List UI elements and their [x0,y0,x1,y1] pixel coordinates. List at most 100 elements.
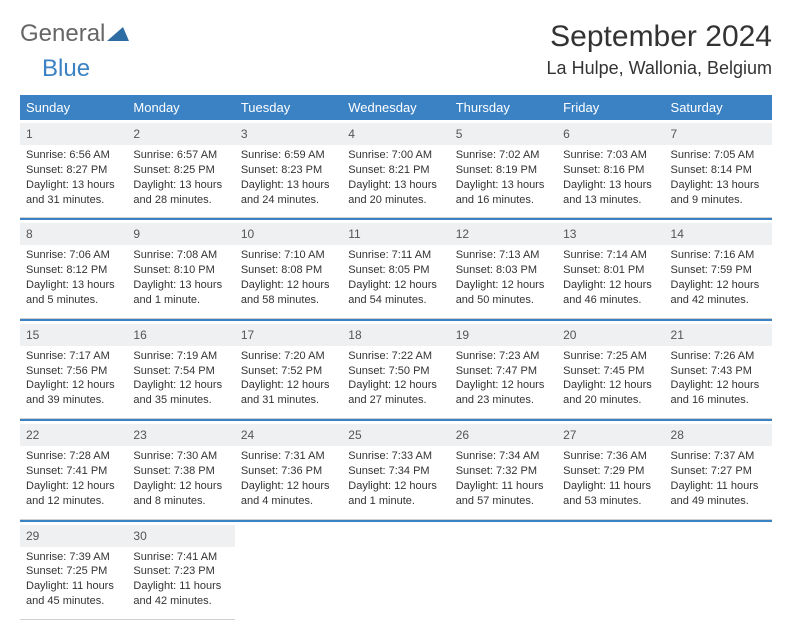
day-cell: 5Sunrise: 7:02 AMSunset: 8:19 PMDaylight… [450,120,557,218]
week-row: 22Sunrise: 7:28 AMSunset: 7:41 PMDayligh… [20,421,772,521]
sunrise-text: Sunrise: 7:25 AM [563,349,658,364]
sunset-text: Sunset: 8:27 PM [26,163,121,178]
day-number: 24 [241,428,254,442]
daylight-text: Daylight: 11 hours [26,579,121,594]
sunset-text: Sunset: 7:52 PM [241,364,336,379]
daylight-text: and 13 minutes. [563,193,658,208]
daylight-text: Daylight: 13 hours [133,278,228,293]
sunrise-text: Sunrise: 7:20 AM [241,349,336,364]
day-cell: 25Sunrise: 7:33 AMSunset: 7:34 PMDayligh… [342,421,449,519]
daylight-text: and 54 minutes. [348,293,443,308]
sunset-text: Sunset: 7:32 PM [456,464,551,479]
daylight-text: Daylight: 12 hours [26,479,121,494]
day-cell: 24Sunrise: 7:31 AMSunset: 7:36 PMDayligh… [235,421,342,519]
day-cell: 28Sunrise: 7:37 AMSunset: 7:27 PMDayligh… [665,421,772,519]
weekday-header-row: SundayMondayTuesdayWednesdayThursdayFrid… [20,95,772,120]
day-number: 12 [456,227,469,241]
sunset-text: Sunset: 7:25 PM [26,564,121,579]
month-title: September 2024 [547,20,772,54]
sunset-text: Sunset: 8:10 PM [133,263,228,278]
empty-cell [665,522,772,620]
sunset-text: Sunset: 8:16 PM [563,163,658,178]
week-row: 8Sunrise: 7:06 AMSunset: 8:12 PMDaylight… [20,220,772,320]
day-cell: 22Sunrise: 7:28 AMSunset: 7:41 PMDayligh… [20,421,127,519]
daylight-text: Daylight: 13 hours [133,178,228,193]
day-number: 9 [133,227,140,241]
day-number: 17 [241,328,254,342]
week-row: 29Sunrise: 7:39 AMSunset: 7:25 PMDayligh… [20,522,772,620]
daylight-text: Daylight: 12 hours [133,378,228,393]
daylight-text: Daylight: 12 hours [348,479,443,494]
daylight-text: Daylight: 12 hours [26,378,121,393]
sunrise-text: Sunrise: 7:19 AM [133,349,228,364]
logo-text-2: Blue [20,55,90,82]
day-cell: 19Sunrise: 7:23 AMSunset: 7:47 PMDayligh… [450,321,557,419]
daylight-text: Daylight: 12 hours [563,278,658,293]
daylight-text: Daylight: 11 hours [133,579,228,594]
daylight-text: and 1 minute. [133,293,228,308]
sunrise-text: Sunrise: 7:06 AM [26,248,121,263]
daylight-text: Daylight: 12 hours [456,278,551,293]
sunset-text: Sunset: 8:14 PM [671,163,766,178]
daylight-text: and 5 minutes. [26,293,121,308]
weekday-header: Saturday [665,95,772,120]
daylight-text: and 45 minutes. [26,594,121,609]
daylight-text: and 8 minutes. [133,494,228,509]
location: La Hulpe, Wallonia, Belgium [547,58,772,79]
daylight-text: Daylight: 11 hours [671,479,766,494]
daylight-text: and 35 minutes. [133,393,228,408]
daylight-text: Daylight: 12 hours [241,378,336,393]
day-cell: 27Sunrise: 7:36 AMSunset: 7:29 PMDayligh… [557,421,664,519]
sunrise-text: Sunrise: 7:31 AM [241,449,336,464]
day-number: 13 [563,227,576,241]
sunset-text: Sunset: 7:38 PM [133,464,228,479]
day-cell: 21Sunrise: 7:26 AMSunset: 7:43 PMDayligh… [665,321,772,419]
daylight-text: and 42 minutes. [133,594,228,609]
sunset-text: Sunset: 7:43 PM [671,364,766,379]
day-number: 10 [241,227,254,241]
daylight-text: Daylight: 13 hours [456,178,551,193]
week-row: 1Sunrise: 6:56 AMSunset: 8:27 PMDaylight… [20,120,772,220]
sunrise-text: Sunrise: 7:05 AM [671,148,766,163]
day-number: 1 [26,127,33,141]
day-number: 3 [241,127,248,141]
day-number: 11 [348,227,360,241]
day-cell: 26Sunrise: 7:34 AMSunset: 7:32 PMDayligh… [450,421,557,519]
logo: General [20,20,129,48]
daylight-text: Daylight: 12 hours [241,278,336,293]
day-cell: 10Sunrise: 7:10 AMSunset: 8:08 PMDayligh… [235,220,342,318]
sunrise-text: Sunrise: 7:34 AM [456,449,551,464]
day-number: 19 [456,328,469,342]
daylight-text: Daylight: 11 hours [456,479,551,494]
day-cell: 16Sunrise: 7:19 AMSunset: 7:54 PMDayligh… [127,321,234,419]
weekday-header: Friday [557,95,664,120]
sunset-text: Sunset: 7:50 PM [348,364,443,379]
sunrise-text: Sunrise: 7:28 AM [26,449,121,464]
daylight-text: and 46 minutes. [563,293,658,308]
sunset-text: Sunset: 7:56 PM [26,364,121,379]
daylight-text: and 39 minutes. [26,393,121,408]
sunrise-text: Sunrise: 7:30 AM [133,449,228,464]
daylight-text: and 24 minutes. [241,193,336,208]
logo-text-1: General [20,20,105,48]
day-cell: 2Sunrise: 6:57 AMSunset: 8:25 PMDaylight… [127,120,234,218]
sunrise-text: Sunrise: 7:37 AM [671,449,766,464]
daylight-text: Daylight: 12 hours [241,479,336,494]
day-number: 21 [671,328,684,342]
sunrise-text: Sunrise: 7:36 AM [563,449,658,464]
sunrise-text: Sunrise: 6:59 AM [241,148,336,163]
daylight-text: and 53 minutes. [563,494,658,509]
sunset-text: Sunset: 8:23 PM [241,163,336,178]
sunset-text: Sunset: 7:23 PM [133,564,228,579]
calendar: SundayMondayTuesdayWednesdayThursdayFrid… [20,95,772,620]
day-number: 14 [671,227,684,241]
sunset-text: Sunset: 7:47 PM [456,364,551,379]
sunrise-text: Sunrise: 7:11 AM [348,248,443,263]
daylight-text: Daylight: 11 hours [563,479,658,494]
sunset-text: Sunset: 8:19 PM [456,163,551,178]
daylight-text: Daylight: 13 hours [671,178,766,193]
day-number: 22 [26,428,39,442]
day-cell: 1Sunrise: 6:56 AMSunset: 8:27 PMDaylight… [20,120,127,218]
sunset-text: Sunset: 8:01 PM [563,263,658,278]
daylight-text: Daylight: 12 hours [456,378,551,393]
